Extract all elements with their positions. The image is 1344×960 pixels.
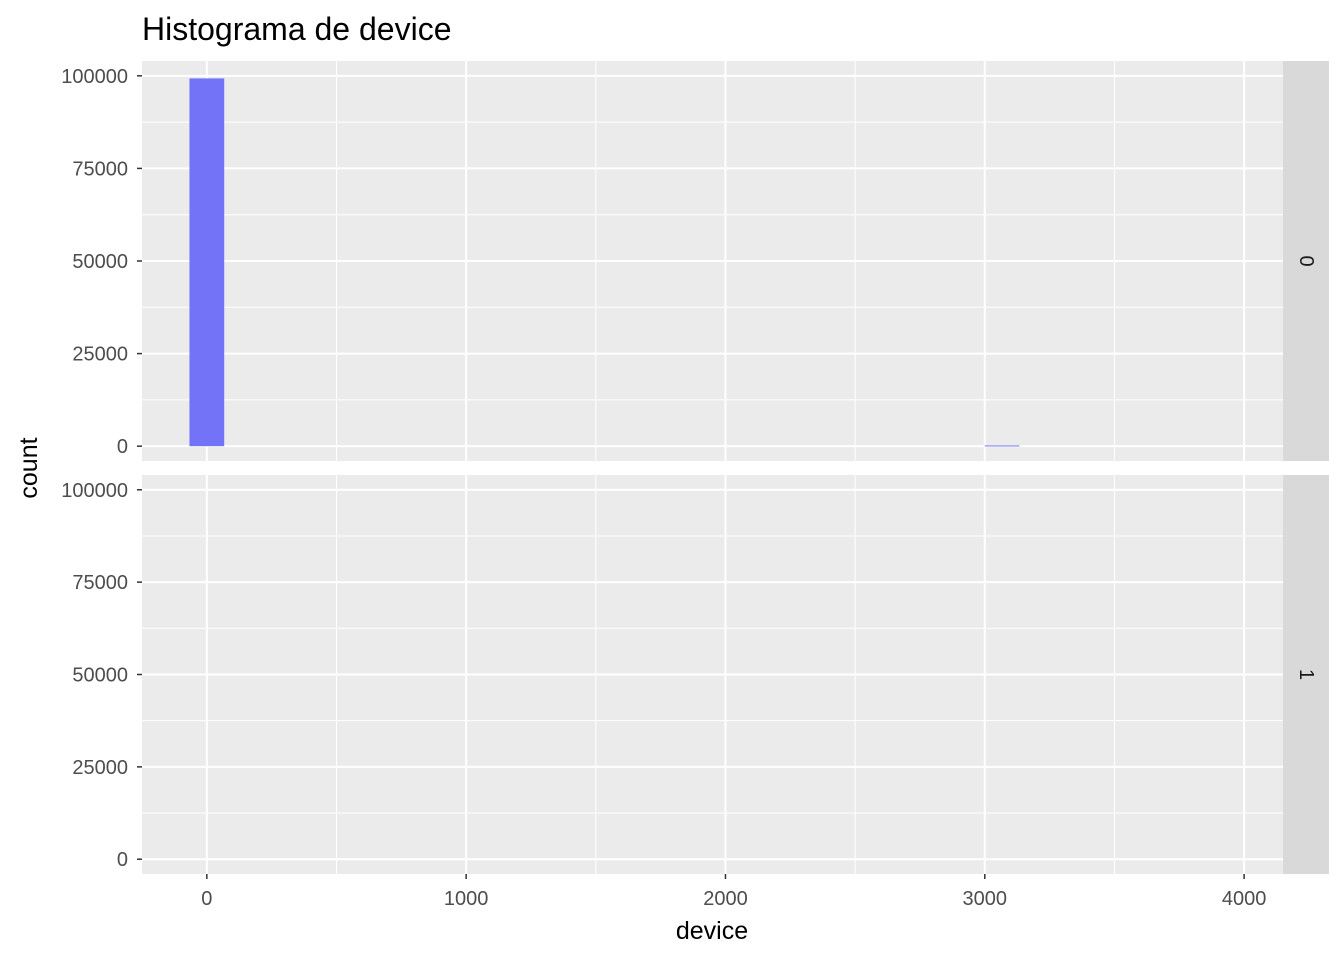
y-axis-title: count	[15, 437, 43, 498]
y-tick-label: 75000	[72, 572, 128, 594]
x-tick-label: 2000	[703, 888, 748, 910]
y-tick-label: 50000	[72, 665, 128, 687]
chart-title: Histograma de device	[142, 11, 451, 47]
y-tick-label: 25000	[72, 757, 128, 779]
y-tick-label: 0	[117, 849, 128, 871]
facet-panel: 0 25000 50000 75000 100000 1	[61, 475, 1329, 874]
facet-strip	[1283, 475, 1329, 874]
y-tick-label: 50000	[72, 251, 128, 273]
x-tick-label: 1000	[444, 888, 489, 910]
y-tick-label: 75000	[72, 158, 128, 180]
x-tick-label: 0	[201, 888, 212, 910]
y-tick-label: 100000	[61, 66, 128, 88]
y-tick-label: 100000	[61, 480, 128, 502]
x-axis-title: device	[676, 917, 748, 945]
facet-panel: 0 25000 50000 75000 100000 0	[61, 61, 1329, 461]
facet-strip	[1283, 61, 1329, 461]
histogram-bar	[189, 78, 225, 447]
facet-panels: 0 25000 50000 75000 100000 0 0 25000 50000 75000 1…	[61, 61, 1329, 874]
x-axis: 0 1000 2000 3000 4000	[201, 874, 1266, 910]
histogram-bar	[984, 445, 1020, 447]
x-tick-label: 4000	[1222, 888, 1267, 910]
facet-strip-label: 0	[1295, 255, 1317, 266]
y-tick-label: 0	[117, 436, 128, 458]
y-tick-label: 25000	[72, 344, 128, 366]
facet-strip-label: 1	[1295, 669, 1317, 680]
x-tick-label: 3000	[963, 888, 1008, 910]
